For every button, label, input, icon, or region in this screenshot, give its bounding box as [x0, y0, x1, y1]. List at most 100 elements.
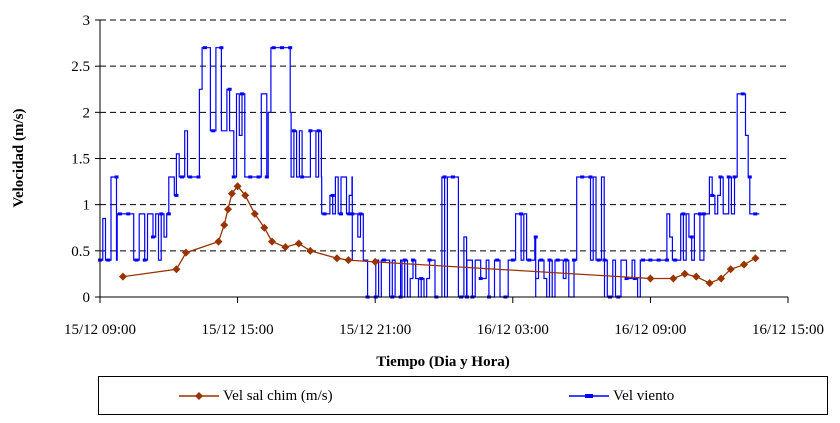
vel-viento-marker — [641, 258, 646, 262]
vel-viento-marker — [196, 175, 201, 179]
vel-viento-marker — [681, 212, 686, 216]
vel-viento-marker — [166, 212, 171, 216]
vel-viento-marker — [211, 129, 216, 133]
vel-viento-marker — [596, 258, 601, 262]
vel-viento-marker — [350, 212, 355, 216]
vel-viento-marker — [330, 193, 335, 197]
vel-viento-marker — [308, 129, 313, 133]
vel-sal-chim-point — [227, 189, 236, 198]
chart-plot: 00.511.522.53 15/12 09:00 15/12 15:00 15/1… — [11, 13, 824, 370]
vel-viento-marker — [117, 212, 122, 216]
x-tick-label: 16/12 03:00 — [477, 322, 549, 338]
vel-viento-marker — [219, 46, 224, 50]
vel-sal-chim-point — [371, 257, 380, 266]
vel-sal-chim-point — [220, 220, 229, 229]
vel-viento-marker — [402, 258, 407, 262]
vel-sal-chim-point — [281, 243, 290, 252]
vel-sal-chim-point — [692, 272, 701, 281]
vel-sal-chim-point — [250, 209, 259, 218]
vel-sal-chim-point — [332, 254, 341, 263]
vel-viento-marker — [510, 258, 515, 262]
vel-sal-chim-point — [241, 191, 250, 200]
vel-viento-marker — [288, 46, 293, 50]
vel-sal-chim-point — [182, 248, 190, 257]
vel-viento-marker — [271, 46, 276, 50]
vel-viento-marker — [264, 175, 269, 179]
x-tick-label: 15/12 09:00 — [64, 322, 136, 338]
vel-viento-marker — [347, 212, 352, 216]
vel-sal-chim-point — [344, 256, 353, 265]
vel-viento-marker — [142, 258, 147, 262]
vel-viento-marker — [240, 92, 245, 96]
vel-viento-marker — [419, 277, 424, 281]
vel-viento-marker — [338, 212, 343, 216]
legend-item-vel-viento: Vel viento — [569, 386, 674, 406]
vel-viento-marker — [279, 46, 284, 50]
y-axis-ticks: 0 0.5 1 1.5 2 2.5 3 — [71, 13, 100, 306]
vel-viento-marker — [382, 258, 387, 262]
vel-viento-marker — [555, 258, 560, 262]
vel-viento-marker — [588, 175, 593, 179]
vel-viento-marker — [188, 175, 193, 179]
vel-sal-chim-point — [646, 274, 655, 283]
x-axis-title: Tiempo (Dia y Hora) — [376, 354, 509, 370]
vel-viento-marker — [533, 235, 538, 239]
vel-viento-marker — [126, 212, 131, 216]
vel-viento-marker — [571, 258, 576, 262]
vel-viento-marker — [564, 258, 569, 262]
y-axis-title: Velocidad (m/s) — [11, 108, 27, 207]
vel-viento-marker — [701, 212, 706, 216]
vel-viento-marker — [747, 175, 752, 179]
vel-sal-chim-point — [118, 272, 127, 281]
vel-viento-marker — [527, 258, 532, 262]
vel-viento-marker — [174, 193, 179, 197]
vel-sal-chim-point — [260, 223, 269, 232]
vel-sal-chim-point — [680, 269, 689, 278]
vel-viento-marker — [427, 258, 432, 262]
y-tick-label: 2 — [83, 105, 91, 121]
vel-viento-marker — [624, 277, 629, 281]
vel-viento-marker — [159, 212, 164, 216]
vel-viento-marker — [656, 258, 661, 262]
vel-viento-marker — [227, 87, 232, 91]
x-tick-label: 15/12 21:00 — [339, 322, 411, 338]
vel-viento-marker — [256, 175, 261, 179]
vel-viento-marker — [358, 212, 363, 216]
x-axis-ticks: 15/12 09:00 15/12 15:00 15/12 21:00 16/12 0… — [64, 297, 824, 338]
vel-viento-marker — [602, 258, 607, 262]
vel-viento-marker — [689, 235, 694, 239]
vel-viento-marker — [410, 258, 415, 262]
vel-viento-marker — [106, 258, 111, 262]
vel-viento-marker — [732, 175, 737, 179]
vel-viento-marker — [202, 46, 207, 50]
vel-viento-marker — [478, 277, 483, 281]
vel-viento-marker — [495, 258, 500, 262]
vel-viento-marker — [648, 258, 653, 262]
vel-sal-chim-point — [306, 246, 315, 255]
legend-marker-dash-icon — [569, 394, 609, 398]
vel-sal-chim-point — [705, 279, 714, 288]
x-tick-label: 16/12 15:00 — [752, 322, 824, 338]
series-vel-viento — [98, 46, 760, 299]
vel-viento-marker — [179, 175, 184, 179]
vel-sal-chim-point — [214, 237, 223, 246]
vel-viento-marker — [322, 212, 327, 216]
vel-viento-marker — [547, 258, 552, 262]
vel-sal-chim-line — [122, 185, 756, 284]
chart-legend: Vel sal chim (m/s) Vel viento — [98, 376, 828, 415]
vel-viento-marker — [740, 92, 745, 96]
vel-viento-marker — [710, 193, 715, 197]
vel-viento-marker — [316, 129, 321, 133]
legend-item-vel-sal-chim: Vel sal chim (m/s) — [179, 386, 333, 406]
y-tick-label: 2.5 — [71, 59, 90, 75]
vel-viento-marker — [248, 175, 253, 179]
vel-viento-marker — [664, 258, 669, 262]
legend-label-vel-viento: Vel viento — [613, 387, 675, 404]
vel-sal-chim-point — [740, 260, 749, 269]
vel-sal-chim-point — [294, 239, 303, 248]
vel-sal-chim-point — [224, 205, 233, 214]
vel-viento-marker — [519, 212, 524, 216]
vel-sal-chim-point — [172, 265, 181, 274]
vel-viento-marker — [539, 258, 544, 262]
y-tick-label: 0 — [83, 290, 91, 306]
